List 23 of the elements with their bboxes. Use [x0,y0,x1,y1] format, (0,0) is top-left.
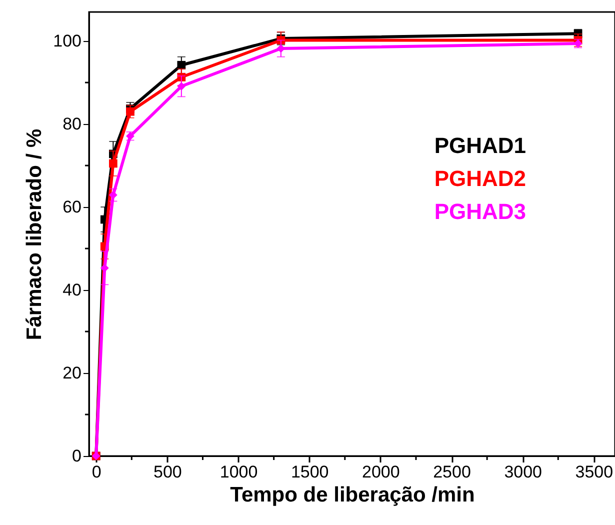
y-tick-label: 0 [72,446,82,466]
point [108,190,118,200]
x-tick-label: 0 [92,462,102,482]
y-axis-title: Fármaco liberado / % [23,128,46,340]
x-tick-label: 1000 [220,462,258,482]
x-tick-label: 2000 [362,462,400,482]
y-tick-label: 40 [62,280,82,300]
point [108,159,118,168]
text: PGHAD3 [434,199,526,224]
y-tick-label: 80 [62,114,82,134]
y-tick-label: 100 [53,32,82,51]
point [177,82,186,90]
text: PGHAD2 [434,166,526,191]
text: PGHAD1 [434,133,526,158]
point [126,107,134,116]
x-axis-title: Tempo de liberação /min [230,484,475,506]
x-tick-label: 3500 [575,462,614,482]
x-tick-label: 1500 [290,462,329,482]
y-tick-label: 20 [62,364,82,383]
x-tick-label: 3000 [504,462,542,482]
y-tick-label: 60 [62,198,82,217]
x-tick-label: 500 [154,462,182,482]
x-tick-label: 2500 [433,462,471,482]
